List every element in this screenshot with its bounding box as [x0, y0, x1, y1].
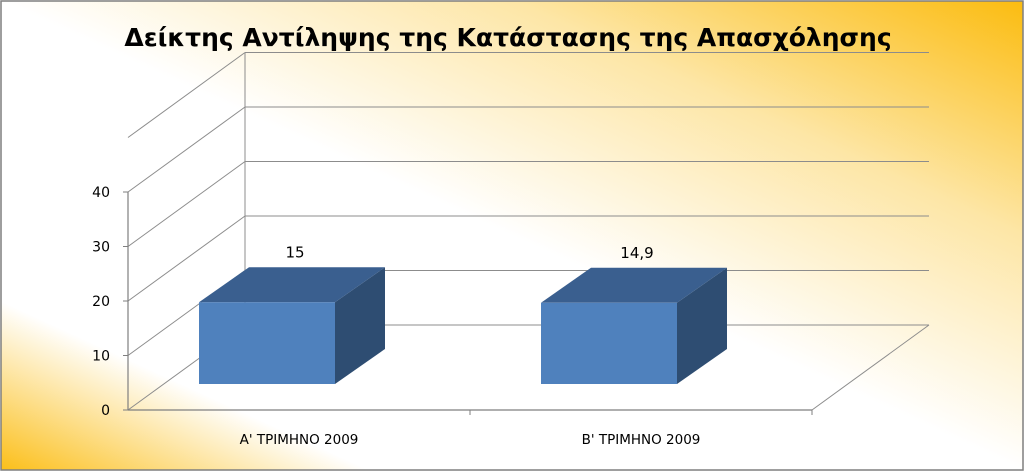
side-gridline [127, 215, 246, 302]
axes [123, 191, 813, 415]
side-gridline [127, 52, 246, 138]
bar-side [677, 267, 727, 384]
labels: 0 10 20 30 40 15 Α' ΤΡΙΜΗΝΟ 2009 14,9 Β' ΤΡΙΜΗΝΟ… [92, 185, 700, 448]
data-label: 14,9 [620, 244, 653, 262]
y-tick-label: 40 [92, 185, 110, 201]
y-tick-label: 0 [101, 403, 110, 419]
side-gridline [127, 161, 246, 247]
x-tick-label: Α' ΤΡΙΜΗΝΟ 2009 [240, 432, 359, 448]
y-tick-label: 20 [92, 294, 110, 310]
chart-title: Δείκτης Αντίληψης της Κατάστασης της Απα… [124, 23, 891, 52]
bar [199, 302, 335, 384]
gridlines [127, 52, 930, 411]
x-tick-label: Β' ΤΡΙΜΗΝΟ 2009 [582, 432, 701, 448]
data-label: 15 [285, 243, 304, 261]
bar-top [199, 267, 385, 303]
y-tick-label: 10 [92, 349, 110, 365]
bar-side [335, 267, 385, 384]
bar-top [541, 267, 727, 303]
bars [199, 267, 727, 384]
floor-edge [811, 324, 930, 411]
side-gridline [127, 106, 246, 193]
y-tick-label: 30 [92, 240, 110, 256]
bar [541, 302, 677, 384]
